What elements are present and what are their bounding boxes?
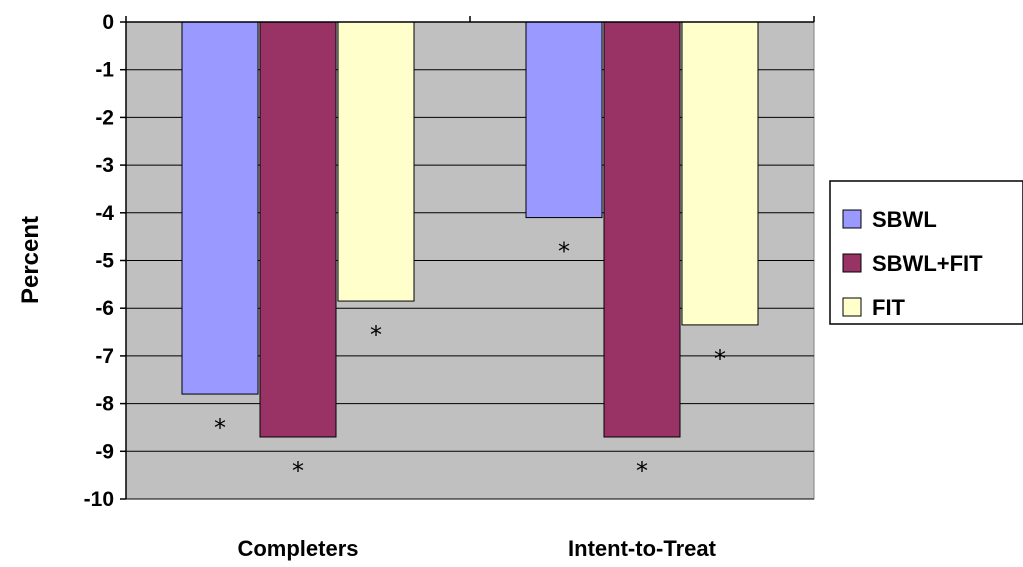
legend-swatch-sbwl-fit	[842, 253, 862, 273]
x-category-label: Intent-to-Treat	[568, 536, 717, 561]
significance-asterisk: *	[292, 457, 304, 485]
significance-asterisk: *	[636, 457, 648, 485]
y-tick-label: -9	[95, 440, 114, 463]
bar-sbwl-completers	[181, 21, 259, 395]
bar-fit-intent-to-treat	[681, 21, 759, 326]
y-tick-label: -1	[95, 59, 114, 82]
bars	[181, 21, 759, 438]
legend-box	[829, 180, 1023, 325]
y-tick-label: -7	[95, 345, 114, 368]
significance-asterisk: *	[714, 345, 726, 373]
y-tick-label: -4	[95, 202, 114, 225]
legend-label: SBWL	[872, 207, 937, 232]
legend: SBWL SBWL+FIT FIT	[829, 180, 1023, 325]
significance-asterisk: *	[558, 238, 570, 266]
significance-markers: * * * * * *	[214, 238, 726, 485]
y-tick-label: -10	[84, 488, 114, 511]
significance-asterisk: *	[214, 414, 226, 442]
y-tick-label: -6	[95, 297, 114, 320]
bar-fit-completers	[337, 21, 415, 302]
x-category-labels: Completers Intent-to-Treat	[237, 536, 716, 561]
legend-swatch-fit	[842, 297, 862, 317]
legend-label: SBWL+FIT	[872, 251, 983, 276]
axes	[120, 16, 815, 500]
bar-sbwl-fit-completers	[259, 21, 337, 438]
y-tick-label: 0	[102, 11, 114, 34]
y-tick-label: -3	[95, 154, 114, 177]
legend-label: FIT	[872, 295, 906, 320]
x-category-label: Completers	[237, 536, 358, 561]
legend-swatch-sbwl	[842, 209, 862, 229]
y-tick-label: -5	[95, 250, 114, 273]
y-tick-labels: 0 -1 -2 -3 -4 -5 -6 -7 -8 -9 -10	[84, 11, 115, 511]
y-axis-label: Percent	[17, 216, 44, 304]
y-tick-label: -8	[95, 393, 114, 416]
significance-asterisk: *	[370, 321, 382, 349]
bar-sbwl-fit-intent-to-treat	[603, 21, 681, 438]
bar-sbwl-intent-to-treat	[525, 21, 603, 219]
y-tick-label: -2	[95, 106, 114, 129]
